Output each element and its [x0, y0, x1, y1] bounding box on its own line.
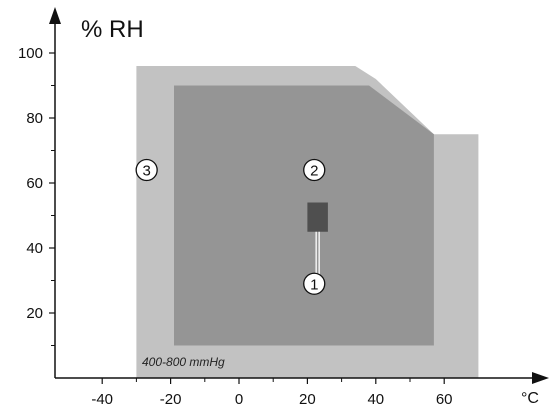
region-marker-3-circle: [135, 158, 158, 182]
ticks-layer: -40 -20 0 20 40 60 20 40 60 80 100: [18, 45, 453, 407]
region-marker-3-label: 3: [142, 163, 150, 180]
axes-layer: [49, 7, 549, 384]
y-tick-label: 40: [26, 240, 43, 257]
y-axis-label: % RH: [81, 16, 144, 43]
region-2: [174, 85, 434, 346]
x-axis-arrow: [532, 372, 549, 384]
regions-layer: [136, 66, 479, 378]
region-marker-2-label: 2: [310, 163, 318, 180]
pressure-annotation: 400-800 mmHg: [142, 355, 225, 369]
x-tick-label: 20: [299, 391, 316, 407]
x-tick-label: -40: [91, 391, 113, 407]
y-tick-label: 20: [26, 305, 43, 322]
region-1: [307, 202, 328, 232]
x-tick-label: 0: [235, 391, 243, 407]
x-axis-unit: °C: [521, 390, 539, 407]
y-tick-label: 100: [18, 45, 43, 62]
y-tick-label: 80: [26, 110, 43, 127]
region-marker-1-circle: [303, 272, 326, 295]
x-tick-label: 40: [367, 391, 384, 407]
region-marker-2-circle: [303, 158, 326, 182]
markers-layer: 3 2 1: [135, 158, 326, 295]
y-tick-label: 60: [26, 175, 43, 192]
x-tick-label: -20: [160, 391, 182, 407]
x-tick-label: 60: [436, 391, 453, 407]
region-marker-1-label: 1: [310, 276, 318, 293]
y-axis-arrow: [49, 7, 61, 24]
leader-layer: [315, 231, 320, 274]
